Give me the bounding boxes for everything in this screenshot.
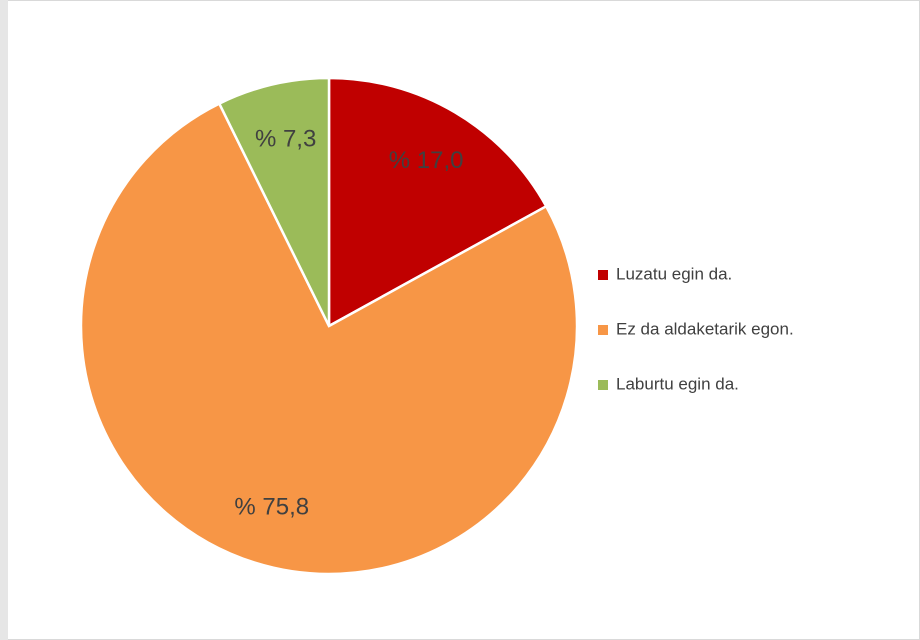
legend-label: Ez da aldaketarik egon. [616,319,794,338]
data-label: % 17,0 [389,147,464,174]
pie-slice [327,76,548,329]
legend-swatch [598,270,608,280]
legend-swatch [598,325,608,335]
pie-slice [79,101,579,576]
pie-slice [217,76,331,327]
legend-label: Luzatu egin da. [616,264,732,283]
left-edge [0,0,8,640]
legend-swatch [598,380,608,390]
data-label: % 7,3 [255,125,316,152]
data-label: % 75,8 [234,494,309,521]
legend-label: Laburtu egin da. [616,374,739,393]
